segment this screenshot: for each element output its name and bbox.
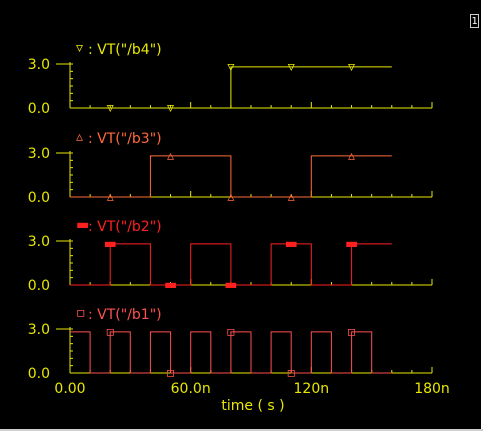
legend-label: : VT("/b2") (88, 219, 162, 235)
y-tick-label: 0.0 (28, 101, 50, 117)
waveform-marker: ▫ (347, 324, 357, 340)
waveform-marker: ▿ (227, 59, 234, 75)
x-axis-label: time ( s ) (221, 398, 284, 414)
waveform-marker: ▬ (345, 236, 358, 252)
waveform-panel-4: 3.00.0▫: VT("/b1")▫▫▫▫▫ (28, 305, 433, 382)
y-tick-label: 3.0 (28, 322, 50, 338)
y-tick-label: 3.0 (28, 146, 50, 162)
x-tick-label: 120n (294, 381, 330, 397)
x-tick-label: 0.00 (54, 381, 85, 397)
waveform-marker: ▬ (224, 277, 237, 293)
waveform-marker: ▿ (348, 59, 355, 75)
waveform-marker: ▵ (288, 189, 295, 205)
legend-label: : VT("/b1") (88, 307, 162, 323)
waveform-marker: ▬ (164, 277, 177, 293)
legend-marker: ▵ (76, 129, 83, 145)
legend-label: : VT("/b3") (88, 131, 162, 147)
y-tick-label: 3.0 (28, 234, 50, 250)
waveform-marker: ▵ (167, 148, 174, 164)
waveform-panel-2: 3.0 0.0 ▵ : VT("/b3") ▵ ▵ ▵ ▵ ▵ (28, 129, 433, 206)
waveform-marker: ▵ (107, 189, 114, 205)
waveform-marker: ▵ (348, 148, 355, 164)
waveform-marker: ▬ (104, 236, 117, 252)
window-frame-bottom (0, 429, 483, 431)
waveform-line (70, 331, 392, 374)
y-tick-label: 0.0 (28, 278, 50, 294)
window-frame-right (481, 0, 483, 431)
y-tick-label: 0.0 (28, 366, 50, 382)
waveform-marker: ▫ (105, 324, 115, 340)
legend-marker: ▫ (76, 305, 86, 321)
waveform-marker: ▫ (286, 365, 296, 381)
window-number-badge[interactable]: 1 (470, 14, 479, 28)
waveform-line (70, 66, 392, 109)
legend-marker: ▿ (76, 40, 83, 56)
waveform-marker: ▬ (285, 236, 298, 252)
x-tick-label: 180n (414, 381, 450, 397)
waveform-panel-1: 3.0 0.0 ▿ : VT("/b4") ▿ ▿ ▿ ▿ ▿ (28, 40, 433, 117)
waveform-line (70, 155, 392, 198)
waveform-marker: ▿ (107, 100, 114, 116)
waveform-marker: ▿ (167, 100, 174, 116)
legend-marker: ▬ (76, 217, 89, 233)
waveform-marker: ▫ (226, 324, 236, 340)
waveform-marker: ▿ (288, 59, 295, 75)
x-tick-label: 60.0n (171, 381, 211, 397)
waveform-marker: ▵ (227, 189, 234, 205)
y-tick-label: 0.0 (28, 190, 50, 206)
legend-label: : VT("/b4") (88, 42, 162, 58)
y-tick-label: 3.0 (28, 57, 50, 73)
waveform-panel-3: 3.00.0▬: VT("/b2")▬▬ ▬▬ ▬ (28, 217, 433, 294)
waveform-line (70, 243, 392, 286)
waveform-marker: ▫ (166, 365, 176, 381)
